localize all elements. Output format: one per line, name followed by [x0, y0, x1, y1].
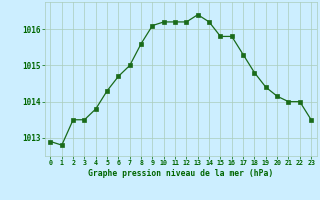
X-axis label: Graphe pression niveau de la mer (hPa): Graphe pression niveau de la mer (hPa)	[88, 169, 273, 178]
